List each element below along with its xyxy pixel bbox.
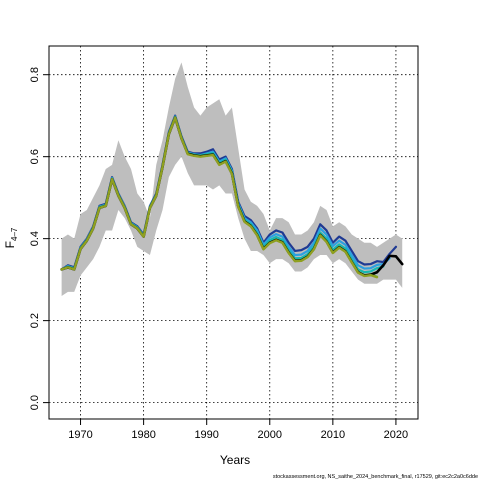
x-axis-title: Years	[220, 453, 250, 467]
y-axis-title: F4–7	[3, 227, 19, 248]
x-tick-label-2: 1990	[194, 429, 218, 441]
x-tick-label-0: 1970	[68, 429, 92, 441]
y-axis-ticks: 0.0 0.2 0.4 0.6 0.8	[29, 67, 49, 410]
y-axis-title-subscript: 4–7	[10, 227, 19, 241]
x-tick-label-3: 2000	[258, 429, 282, 441]
x-tick-label-1: 1980	[131, 429, 155, 441]
y-tick-label-0: 0.0	[29, 395, 41, 410]
y-tick-label-4: 0.8	[29, 67, 41, 82]
series-line-final	[60, 116, 379, 279]
x-tick-label-5: 2020	[384, 429, 408, 441]
x-tick-label-4: 2010	[321, 429, 345, 441]
y-tick-label-1: 0.2	[29, 313, 41, 328]
y-tick-label-3: 0.6	[29, 149, 41, 164]
y-axis-title-main: F	[3, 241, 17, 248]
x-axis-ticks: 1970 1980 1990 2000 2010 2020	[68, 419, 408, 441]
y-tick-label-2: 0.4	[29, 231, 41, 246]
plot-frame	[48, 45, 419, 420]
series-lines-layer	[60, 114, 404, 279]
footer-source-text: stockassessment.org, NS_saithe_2024_benc…	[273, 474, 478, 480]
svg-text:F4–7: F4–7	[3, 227, 19, 248]
